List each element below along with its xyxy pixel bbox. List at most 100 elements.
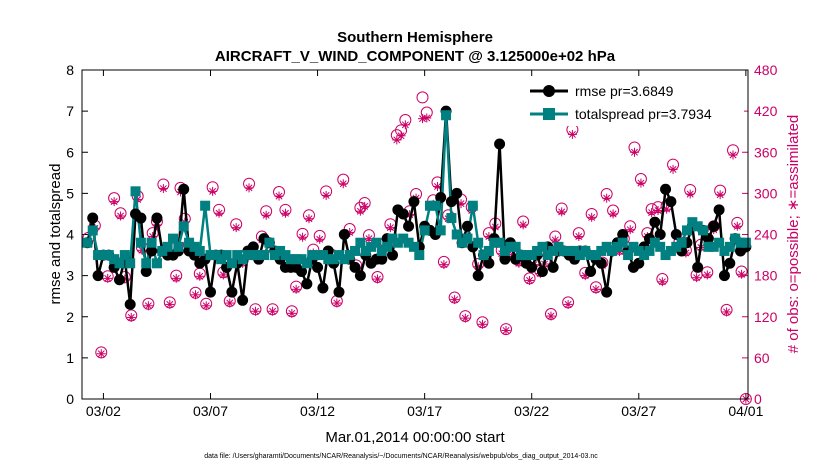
legend-spread-marker: [543, 108, 555, 120]
totalspread-point: [339, 254, 350, 265]
totalspread-point: [521, 250, 532, 261]
x-tick-label: 03/27: [621, 403, 656, 419]
totalspread-point: [194, 245, 205, 256]
obs-assimilated-point: [304, 214, 314, 224]
y-left-tick-label: 2: [66, 309, 74, 325]
obs-assimilated-point: [165, 299, 175, 309]
obs-assimilated-point: [460, 313, 470, 323]
totalspread-point: [553, 241, 564, 252]
totalspread-point: [548, 245, 559, 256]
obs-assimilated-point: [574, 232, 584, 242]
totalspread-point: [200, 200, 211, 211]
totalspread-point: [724, 241, 735, 252]
obs-assimilated-point: [109, 197, 119, 207]
rmse-point: [247, 241, 259, 253]
y-left-tick-label: 3: [66, 268, 74, 284]
data-file-footnote: data file: /Users/gharamti/Documents/NCA…: [204, 453, 598, 460]
obs-assimilated-point: [546, 311, 556, 321]
obs-assimilated-point: [400, 120, 410, 130]
obs-assimilated-point: [439, 260, 449, 270]
totalspread-point: [82, 237, 93, 248]
totalspread-point: [237, 254, 248, 265]
rmse-point: [435, 191, 447, 203]
totalspread-point: [585, 250, 596, 261]
totalspread-point: [408, 241, 419, 252]
x-tick-label: 03/22: [514, 403, 549, 419]
obs-assimilated-point: [225, 298, 235, 308]
obs-assimilated-point: [103, 273, 113, 283]
totalspread-point: [660, 250, 671, 261]
rmse-point: [595, 257, 607, 269]
legend-box: [522, 78, 744, 126]
totalspread-point: [644, 245, 655, 256]
totalspread-point: [168, 233, 179, 244]
totalspread-point: [569, 245, 580, 256]
y-left-tick-label: 5: [66, 185, 74, 201]
obs-assimilated-point: [250, 306, 260, 316]
rmse-point: [547, 261, 559, 273]
totalspread-point: [109, 254, 120, 265]
y-axis-label-left: rmse and totalspread: [47, 164, 64, 305]
obs-assimilated-point: [218, 270, 228, 280]
totalspread-point: [435, 225, 446, 236]
rmse-point: [654, 229, 666, 240]
rmse-point: [387, 249, 399, 261]
totalspread-point: [537, 241, 548, 252]
totalspread-point: [360, 245, 371, 256]
obs-assimilated-point: [116, 211, 126, 221]
totalspread-point: [232, 250, 243, 261]
rmse-point: [87, 212, 99, 224]
y-right-tick-label: 420: [754, 103, 778, 119]
obs-assimilated-point: [287, 308, 297, 318]
totalspread-point: [221, 250, 232, 261]
y-left-tick-label: 6: [66, 144, 74, 160]
totalspread-point: [173, 241, 184, 252]
y-right-tick-label: 180: [754, 268, 778, 284]
totalspread-point: [392, 237, 403, 248]
totalspread-point: [467, 200, 478, 211]
totalspread-point: [141, 258, 152, 269]
obs-assimilated-point: [373, 274, 383, 284]
totalspread-point: [178, 221, 189, 232]
totalspread-point: [671, 241, 682, 252]
obs-assimilated-point: [518, 220, 528, 230]
legend-spread-label: totalspread pr=3.7934: [575, 106, 712, 122]
totalspread-point: [125, 258, 136, 269]
totalspread-point: [98, 250, 109, 261]
rmse-point: [472, 270, 484, 282]
totalspread-point: [446, 213, 457, 224]
totalspread-point: [264, 237, 275, 248]
obs-assimilated-point: [385, 223, 395, 233]
totalspread-point: [655, 241, 666, 252]
obs-assimilated-point: [587, 212, 597, 222]
obs-assimilated-point: [96, 349, 106, 359]
rmse-point: [660, 183, 672, 195]
totalspread-point: [350, 245, 361, 256]
obs-assimilated-point: [280, 208, 290, 218]
totalspread-point: [398, 233, 409, 244]
chart-subtitle: AIRCRAFT_V_WIND_COMPONENT @ 3.125000e+02…: [215, 48, 616, 65]
obs-possible-point: [416, 91, 429, 104]
rmse-point: [708, 220, 720, 232]
rmse-point: [237, 294, 249, 306]
totalspread-point: [473, 237, 484, 248]
rmse-point: [354, 270, 366, 282]
totalspread-point: [430, 200, 441, 211]
rmse-point: [451, 187, 463, 199]
legend-rmse-marker: [543, 85, 555, 97]
rmse-point: [718, 270, 730, 282]
x-tick-label: 03/12: [300, 403, 335, 419]
totalspread-point: [307, 250, 318, 261]
legend-rmse-label: rmse pr=3.6849: [575, 83, 674, 99]
totalspread-point: [323, 254, 334, 265]
obs-assimilated-point: [722, 307, 732, 317]
obs-assimilated-point: [477, 319, 487, 329]
totalspread-point: [184, 237, 195, 248]
obs-assimilated-point: [728, 150, 738, 160]
totalspread-point: [740, 237, 751, 248]
totalspread-point: [607, 245, 618, 256]
obs-assimilated-point: [244, 183, 254, 193]
totalspread-point: [639, 250, 650, 261]
totalspread-point: [376, 245, 387, 256]
